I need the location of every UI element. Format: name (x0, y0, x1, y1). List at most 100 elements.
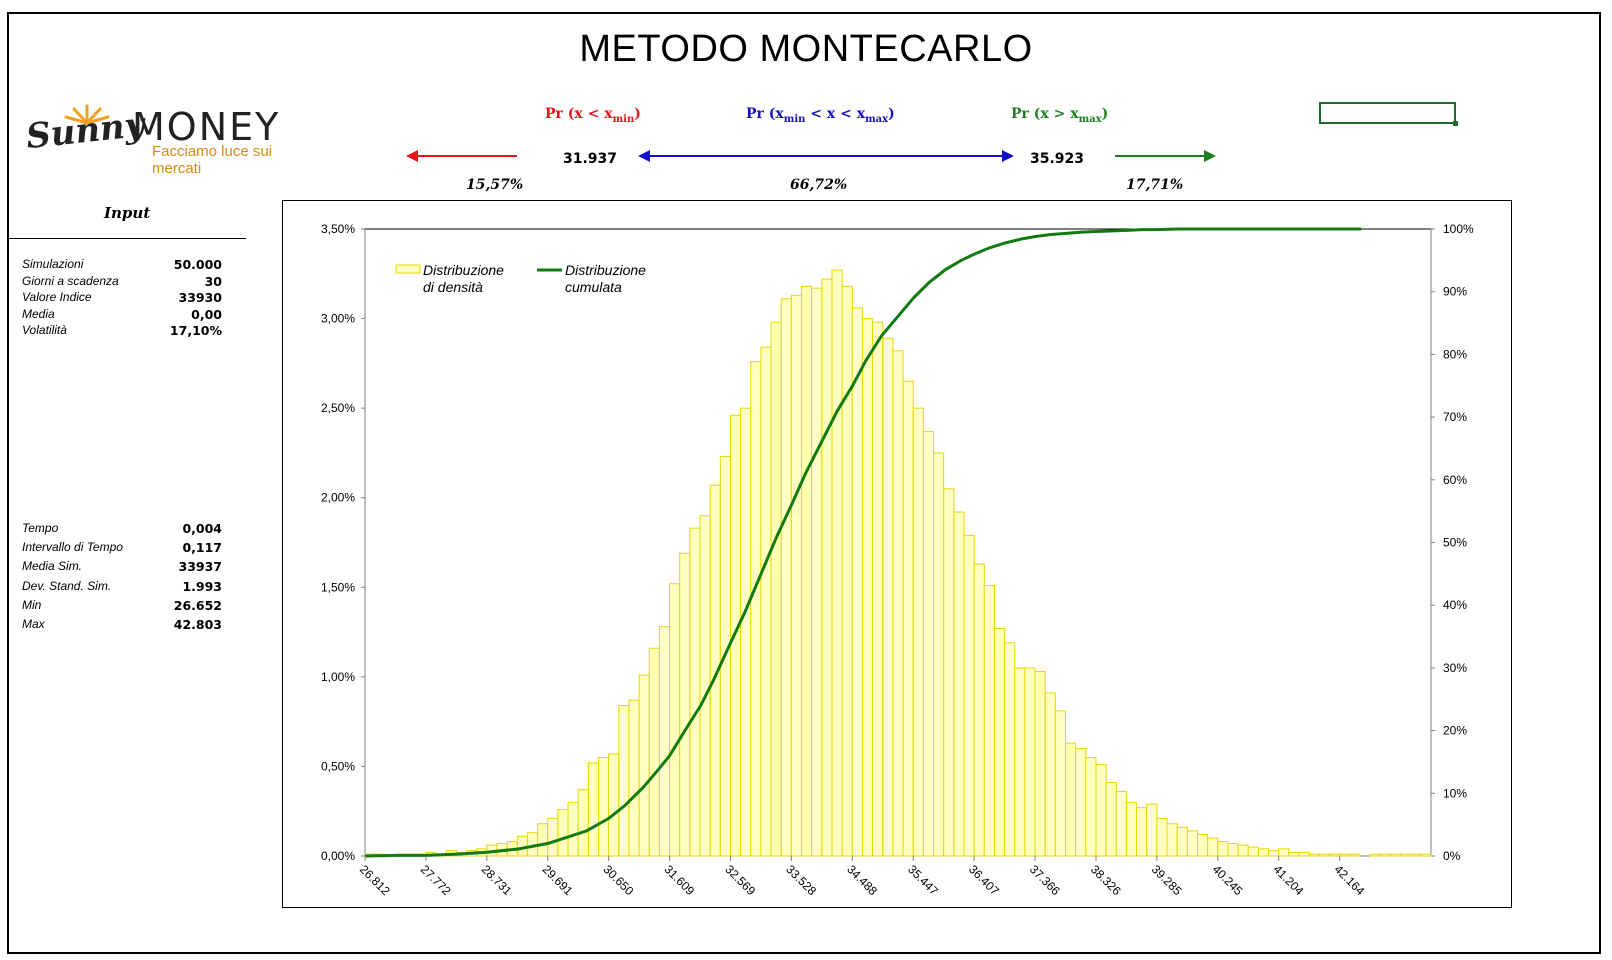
prob-below-text: Pr (x < x (545, 106, 613, 122)
prob-above-sub: max (1078, 113, 1102, 125)
y2-tick-label: 60% (1443, 473, 1467, 487)
histogram-bar (811, 287, 823, 857)
histogram-bar (1369, 853, 1381, 857)
histogram-bar (1014, 667, 1026, 857)
param-label: Valore Indice (22, 290, 92, 305)
histogram-bar (1410, 853, 1422, 857)
y-tick-label: 3,00% (321, 312, 355, 326)
y2-tick-label: 100% (1443, 222, 1474, 236)
logo-tagline: Facciamo luce sui mercati (152, 143, 273, 177)
histogram-bar (1207, 837, 1219, 857)
histogram-bar (1400, 853, 1412, 857)
xmax-value: 35.923 (1030, 151, 1085, 167)
histogram-bar (1308, 853, 1320, 857)
y2-tick-label: 30% (1443, 661, 1467, 675)
histogram-bar (933, 452, 945, 857)
histogram-bar (902, 380, 914, 857)
histogram-chart: 0,00% 0,50% 1,00% 1,50% 2,00% 2,50% 3,00% 3,50%… (321, 222, 1474, 898)
histogram-bar (1288, 851, 1300, 857)
histogram-bar (892, 350, 904, 857)
x-tick-label: 31.609 (661, 862, 697, 898)
y2-tick-label: 10% (1443, 786, 1467, 800)
param-row: Simulazioni 50.000 (22, 257, 222, 273)
histogram-bar (953, 511, 965, 857)
histogram-bar (740, 407, 752, 857)
y2-tick-label: 20% (1443, 724, 1467, 738)
x-tick-label: 41.204 (1271, 862, 1307, 898)
param-value: 42.803 (173, 617, 222, 632)
chart-area: 0,00% 0,50% 1,00% 1,50% 2,00% 2,50% 3,00% 3,50%… (282, 200, 1512, 908)
param-value: 0,117 (182, 540, 222, 556)
histogram-bar (679, 552, 691, 857)
param-value: 33930 (178, 290, 223, 306)
histogram-bar (993, 627, 1006, 857)
histogram-bar (669, 583, 681, 857)
prob-between-end: ) (888, 106, 895, 122)
param-row: Tempo 0,004 (22, 521, 222, 537)
x-tick-label: 32.569 (722, 862, 758, 898)
histogram-bar (1420, 853, 1432, 857)
param-label: Tempo (22, 521, 59, 535)
param-label: Media (22, 306, 55, 321)
histogram-bar (973, 563, 985, 857)
histogram-bar (1065, 742, 1077, 857)
histogram-bar (1024, 667, 1036, 857)
histogram-bar (882, 337, 894, 857)
pct-above: 17,71% (1126, 177, 1184, 193)
x-tick-label: 29.691 (540, 862, 576, 898)
logo: Sunny MONEY Facciamo luce sui mercati (24, 103, 284, 177)
histogram-bar (1075, 748, 1087, 857)
y-tick-label: 0,00% (321, 849, 355, 863)
histogram-bar (922, 430, 935, 857)
prob-above-end: ) (1101, 106, 1109, 122)
histogram-bar (598, 756, 610, 857)
histogram-bar (648, 647, 660, 857)
y2-tick-label: 50% (1443, 536, 1467, 550)
legend-label-density: Distribuzione (423, 262, 504, 278)
param-row: Max 42.803 (22, 617, 222, 633)
input-title: Input (104, 204, 151, 222)
histogram-bar (1227, 842, 1239, 857)
y-tick-label: 0,50% (321, 759, 355, 773)
y2-tick-label: 0% (1443, 849, 1461, 863)
x-tick-label: 34.488 (844, 862, 880, 898)
histogram-bar (1339, 853, 1351, 857)
x-tick-label: 39.285 (1149, 862, 1185, 898)
histogram-bar (1004, 642, 1016, 857)
histogram-bar (1085, 756, 1097, 857)
param-row: Media 0,00 (22, 307, 222, 323)
prob-between-sub2: max (865, 113, 889, 125)
histogram-bar (770, 321, 782, 857)
param-label: Simulazioni (22, 257, 84, 271)
histogram-bar (608, 753, 620, 857)
histogram-bar (750, 361, 762, 857)
legend-label-cumulative: Distribuzione (565, 262, 646, 278)
param-value: 26.652 (173, 597, 222, 613)
param-value: 1.993 (182, 578, 222, 594)
selected-cell[interactable] (1319, 102, 1458, 126)
histogram-bar (1257, 848, 1270, 857)
histogram-bar (963, 534, 975, 857)
histogram-bar (1247, 846, 1259, 857)
histogram-bar (851, 307, 863, 857)
param-row: Media Sim. 33937 (22, 559, 222, 575)
y2-tick-label: 40% (1443, 598, 1467, 612)
histogram-bar (1044, 692, 1056, 857)
prob-below-label: Pr (x < xmin) (545, 106, 641, 125)
param-label: Media Sim. (22, 559, 83, 574)
param-row: Valore Indice 33930 (22, 290, 222, 306)
histogram-bar (1237, 844, 1249, 857)
logo-money: MONEY (132, 105, 281, 149)
histogram-bar (618, 705, 630, 857)
histogram-bar (1328, 853, 1341, 857)
histogram-bar (1125, 801, 1138, 857)
histogram-bar (983, 584, 995, 857)
histogram-bar (1298, 851, 1310, 857)
histogram-bar (861, 318, 874, 857)
x-tick-label: 30.650 (601, 862, 637, 898)
histogram-bar (841, 285, 853, 857)
sheet-frame (7, 12, 1601, 954)
histogram-bar (760, 346, 772, 857)
y2-tick-label: 70% (1443, 410, 1467, 424)
histogram-bar (537, 823, 549, 857)
